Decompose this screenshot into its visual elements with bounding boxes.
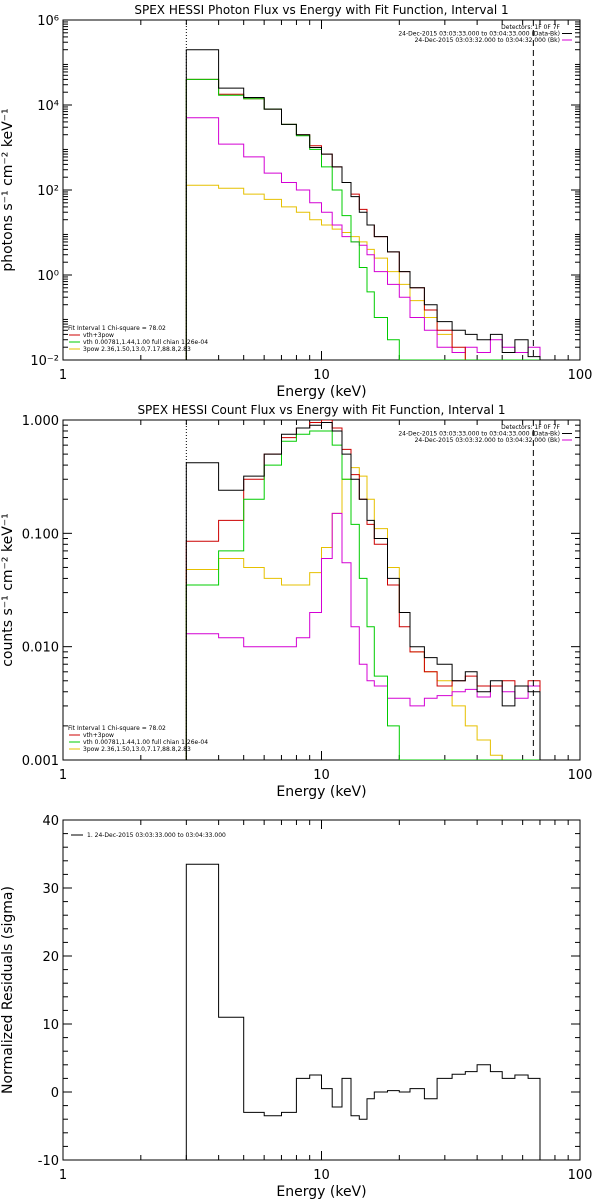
chart-1-x-tick-label: 10: [313, 368, 330, 383]
chart-2-title: SPEX HESSI Count Flux vs Energy with Fit…: [137, 403, 505, 417]
chart-2-legend-tr-3: 24-Dec-2015 03:03:32.000 to 03:04:32.000…: [415, 437, 560, 444]
chart-2-y-axis-label: counts s⁻¹ cm⁻² keV⁻¹: [0, 513, 16, 667]
chart-3-y-tick-label: 10: [42, 1018, 59, 1033]
chart-3-series-1-line: [185, 863, 541, 1160]
chart-2-y-tick-label: 0.001: [22, 754, 59, 769]
chart-2-x-tick-label: 100: [568, 768, 593, 783]
chart-2-x-tick-label: 1: [59, 768, 67, 783]
chart-1-legend-tr-2: 24-Dec-2015 03:03:33.000 to 03:04:33.000…: [398, 31, 560, 38]
chart-3-y-tick-label: 0: [51, 1086, 59, 1101]
chart-2-data: [185, 420, 541, 760]
chart-1-y-axis-label: photons s⁻¹ cm⁻² keV⁻¹: [0, 108, 16, 271]
chart-2-legend-tr-2: 24-Dec-2015 03:03:33.000 to 03:04:33.000…: [398, 431, 560, 438]
chart-2-series-4-line: [185, 467, 540, 760]
chart-3-y-axis-label: Normalized Residuals (sigma): [0, 886, 16, 1094]
chart-1-y-tick-label: 10²: [37, 184, 59, 199]
chart-1-title: SPEX HESSI Photon Flux vs Energy with Fi…: [134, 3, 508, 17]
chart-3: Energy (keV) Normalized Residuals (sigma)…: [0, 814, 592, 1200]
chart-1-x-tick-label: 1: [59, 368, 67, 383]
chart-2-x-axis-label: Energy (keV): [276, 784, 366, 800]
chart-3-legend-tl: 1. 24-Dec-2015 03:03:33.000 to 03:04:33.…: [87, 832, 226, 839]
chart-2-legend-bl-4: 3pow 2.36,1.50,13.0,7.17,88.8,2.83: [83, 746, 191, 753]
chart-3-y-tick-label: 40: [42, 814, 59, 829]
chart-2: SPEX HESSI Count Flux vs Energy with Fit…: [0, 403, 592, 800]
chart-3-y-tick-label: -10: [38, 1154, 59, 1169]
chart-3-data: [185, 863, 541, 1160]
chart-2-legend-bl-2: vth+3pow: [83, 732, 114, 739]
chart-3-x-tick-label: 10: [313, 1168, 330, 1183]
chart-1-legend-tr-3: 24-Dec-2015 03:03:32.000 to 03:04:32.000…: [415, 37, 560, 44]
chart-3-x-tick-label: 1: [59, 1168, 67, 1183]
chart-1-legend-tr-1: Detectors: 1F 0F 7F: [501, 24, 560, 31]
chart-3-x-axis-label: Energy (keV): [276, 1184, 366, 1200]
chart-2-legend-bl-3: vth 0.00781,1.44,1.00 full chian 1.26e-0…: [83, 739, 208, 746]
chart-1-y-tick-label: 10⁻²: [30, 354, 59, 369]
chart-1: SPEX HESSI Photon Flux vs Energy with Fi…: [0, 3, 592, 400]
chart-1-legend-bl-2: vth+3pow: [83, 332, 114, 339]
chart-1-legend-bl-1: Fit Interval 1 Chi-square = 78.02: [68, 325, 166, 332]
chart-3-y-tick-label: 20: [42, 950, 59, 965]
chart-1-y-tick-label: 10⁴: [37, 99, 59, 114]
chart-1-legend-bl-3: vth 0.00781,1.44,1.00 full chian 1.26e-0…: [83, 339, 208, 346]
chart-2-legend-bl-1: Fit Interval 1 Chi-square = 78.02: [68, 725, 166, 732]
chart-3-x-tick-label: 100: [568, 1168, 593, 1183]
chart-1-y-tick-label: 10⁰: [37, 269, 59, 284]
chart-2-y-tick-label: 0.010: [22, 641, 59, 656]
chart-1-x-tick-label: 100: [568, 368, 593, 383]
chart-2-series-1-line: [185, 422, 541, 760]
chart-1-data: [185, 49, 541, 360]
chart-1-x-axis-label: Energy (keV): [276, 384, 366, 400]
chart-2-y-tick-label: 1.000: [22, 414, 59, 429]
chart-2-y-tick-label: 0.100: [22, 527, 59, 542]
chart-1-legend-bl-4: 3pow 2.36,1.50,13.0,7.17,88.8,2.83: [83, 346, 191, 353]
chart-1-series-1-line: [185, 49, 541, 360]
chart-1-series-5-line: [185, 117, 541, 360]
chart-1-y-tick-label: 10⁶: [37, 14, 59, 29]
chart-2-legend-tr-1: Detectors: 1F 0F 7F: [501, 424, 560, 431]
chart-3-y-tick-label: 30: [42, 882, 59, 897]
chart-2-x-tick-label: 10: [313, 768, 330, 783]
